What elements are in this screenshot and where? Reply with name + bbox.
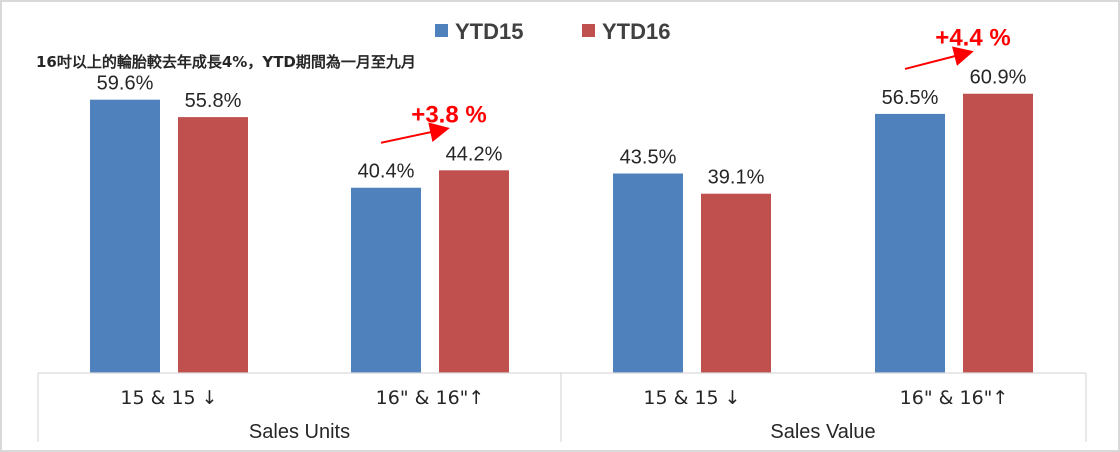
bar-ytd15-3 [613,173,683,373]
growth-annotation-1: +3.8 % [411,101,486,128]
data-label-ytd15-4: 56.5% [882,87,939,109]
category-axis: 15 & 15 ↓ 16" & 16"↑ 15 & 15 ↓ 16" & 16"↑ Sa… [37,372,1087,443]
data-label-ytd15-3: 43.5% [620,147,677,169]
growth-annotations: +3.8 % +4.4 % [380,25,1011,144]
tick-label-1: 15 & 15 ↓ [120,387,217,409]
data-label-ytd15-1: 59.6% [97,73,154,95]
data-label-ytd16-3: 39.1% [708,167,765,189]
legend: YTD15 YTD16 [435,19,670,44]
data-label-ytd16-1: 55.8% [185,90,242,112]
bar-ytd15-1 [90,99,160,373]
group-label-2: Sales Value [770,421,875,443]
data-label-ytd15-2: 40.4% [358,161,415,183]
bar-ytd16-3 [701,193,771,373]
legend-swatch-ytd15 [435,24,448,37]
legend-label-ytd15: YTD15 [455,19,523,44]
tick-label-4: 16" & 16"↑ [900,387,1009,409]
tick-label-3: 15 & 15 ↓ [643,387,740,409]
legend-swatch-ytd16 [582,24,595,37]
data-label-ytd16-4: 60.9% [970,67,1027,89]
growth-annotation-2: +4.4 % [935,25,1010,52]
bar-ytd15-2 [351,187,421,373]
growth-arrow-1 [380,122,450,144]
group-label-1: Sales Units [249,421,350,443]
chart-subtitle: 16吋以上的輪胎較去年成長4%，YTD期間為一月至九月 [36,53,416,71]
data-label-ytd16-2: 44.2% [446,143,503,165]
data-labels: 59.6% 55.8% 40.4% 44.2% 43.5% 39.1% 56.5% 60.9% [97,67,1027,189]
growth-arrow-2 [904,46,974,70]
bars [90,93,1033,374]
bar-ytd15-4 [875,113,945,374]
bar-ytd16-1 [178,117,248,373]
bar-ytd16-4 [963,93,1033,373]
tick-label-2: 16" & 16"↑ [376,387,485,409]
legend-label-ytd16: YTD16 [602,19,670,44]
bar-ytd16-2 [439,170,509,373]
